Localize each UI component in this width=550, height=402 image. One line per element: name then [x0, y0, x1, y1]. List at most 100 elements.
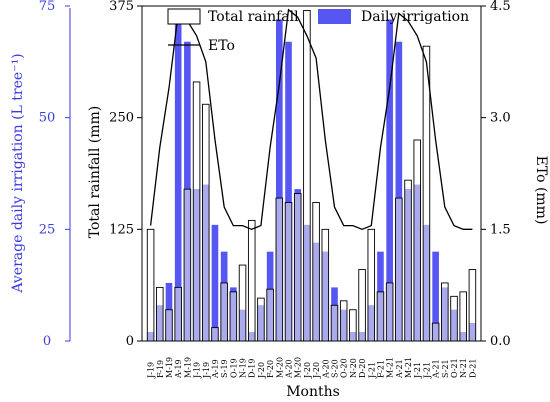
rainfall-overlap	[459, 332, 467, 341]
ticks: J-19 F-19 M-19 A-19 M-19 J-19 J-19 A-19 S-19 O-19…	[39, 0, 511, 379]
rainfall-bar-fill	[459, 291, 467, 333]
rainfall-bar	[358, 269, 366, 342]
rainfall-bar-fill	[404, 180, 412, 190]
rainfall-bar	[165, 309, 173, 342]
legend-swatch-irrigation	[318, 9, 351, 24]
rainfall-bar-fill	[257, 298, 265, 306]
irrigation-bar	[432, 251, 439, 341]
rainfall-bar-fill	[349, 309, 357, 333]
rainfall-tick-label: 375	[109, 0, 134, 14]
rainfall-bar-fill	[193, 81, 200, 190]
rainfall-overlap	[156, 305, 164, 341]
irrigation-bar	[174, 19, 182, 342]
rainfall-bar	[395, 197, 403, 342]
month-label: A-21	[432, 359, 441, 379]
rainfall-overlap	[413, 184, 421, 341]
rainfall-bar	[422, 45, 431, 342]
rainfall-bar-fill	[147, 229, 154, 333]
irrigation-tick-label: 50	[39, 111, 56, 126]
rainfall-bar-fill	[423, 46, 430, 225]
bars	[146, 10, 477, 342]
rainfall-overlap	[202, 184, 210, 341]
rainfall-bar-fill	[441, 282, 449, 288]
rainfall-overlap	[432, 323, 439, 341]
rainfall-overlap	[386, 282, 393, 341]
rainfall-bar	[202, 103, 210, 342]
rainfall-overlap	[211, 327, 219, 341]
rainfall-bar-fill	[321, 229, 329, 252]
rainfall-overlap	[303, 224, 311, 341]
legend-swatch-rainfall	[167, 8, 201, 25]
rainfall-overlap	[276, 198, 283, 341]
rainfall-overlap	[395, 198, 403, 341]
rainfall-bar	[404, 179, 412, 342]
rainfall-bar	[146, 228, 155, 342]
eto-axis-label: ETo (mm)	[533, 156, 549, 225]
month-label: S-21	[441, 359, 450, 378]
rainfall-overlap	[450, 309, 458, 341]
rainfall-overlap	[404, 189, 412, 341]
rainfall-overlap	[294, 193, 302, 341]
rainfall-bar	[266, 288, 274, 342]
month-label: N-19	[239, 358, 248, 378]
irrigation-bar	[386, 19, 393, 342]
rainfall-bar-fill	[358, 269, 366, 333]
rainfall-bar-fill	[303, 10, 311, 225]
eto-tick-label: 4.5	[490, 0, 511, 14]
irrigation-axis-label: Average daily irrigation (L tree⁻¹)	[10, 53, 26, 293]
rainfall-overlap	[174, 287, 182, 341]
month-label: A-19	[211, 359, 220, 379]
rainfall-bar	[275, 197, 284, 342]
month-label: S-19	[220, 359, 229, 378]
rainfall-overlap	[358, 332, 366, 341]
rainfall-axis-label: Total rainfall (mm)	[87, 106, 103, 239]
rainfall-bar	[211, 327, 219, 342]
rainfall-bar	[220, 282, 228, 342]
rainfall-overlap	[266, 289, 274, 341]
legend-label-irrigation: Daily irrigation	[361, 9, 469, 25]
rainfall-bar	[303, 10, 311, 342]
month-label: J-21	[422, 362, 431, 379]
rainfall-bar-fill	[450, 296, 458, 310]
rainfall-overlap	[248, 332, 256, 341]
rainfall-overlap	[257, 305, 265, 341]
month-label: M-21	[386, 357, 395, 378]
rainfall-tick-label: 250	[109, 111, 134, 126]
month-label: J-20	[257, 362, 266, 379]
month-label: O-20	[340, 358, 349, 378]
rainfall-bar	[330, 304, 339, 342]
rainfall-overlap	[349, 332, 357, 341]
legend: Total rainfall Daily irrigation ETo	[167, 8, 469, 54]
irrigation-tick-label: 0	[43, 334, 51, 349]
rainfall-bar-fill	[312, 202, 320, 243]
month-label: M-20	[275, 357, 284, 378]
rainfall-bar-fill	[340, 300, 347, 310]
rainfall-overlap	[441, 287, 449, 341]
irrigation-tick-label: 25	[39, 222, 56, 237]
rainfall-bar	[468, 269, 477, 342]
rainfall-overlap	[312, 242, 320, 341]
rainfall-bar	[385, 282, 394, 342]
month-label: M-19	[165, 357, 174, 378]
rainfall-overlap	[230, 291, 237, 341]
rainfall-overlap	[220, 282, 228, 341]
rainfall-overlap	[367, 305, 375, 341]
rainfall-tick-label: 125	[109, 222, 134, 237]
irrigation-bar	[276, 19, 283, 342]
month-label: S-20	[330, 359, 339, 378]
month-label: D-20	[358, 359, 367, 378]
month-label: O-21	[450, 358, 459, 378]
rainfall-bar	[229, 291, 238, 342]
month-label: J-21	[413, 362, 422, 379]
legend-label-rainfall: Total rainfall	[208, 9, 299, 25]
month-label: A-19	[174, 359, 183, 379]
legend-label-eto: ETo	[208, 38, 235, 54]
rainfall-overlap	[377, 291, 384, 341]
rainfall-bar	[156, 286, 164, 342]
month-label: J-19	[193, 362, 202, 379]
rainfall-bar	[441, 282, 449, 342]
rainfall-bar	[450, 295, 458, 342]
eto-layer	[149, 8, 473, 231]
month-label: D-19	[248, 359, 257, 378]
